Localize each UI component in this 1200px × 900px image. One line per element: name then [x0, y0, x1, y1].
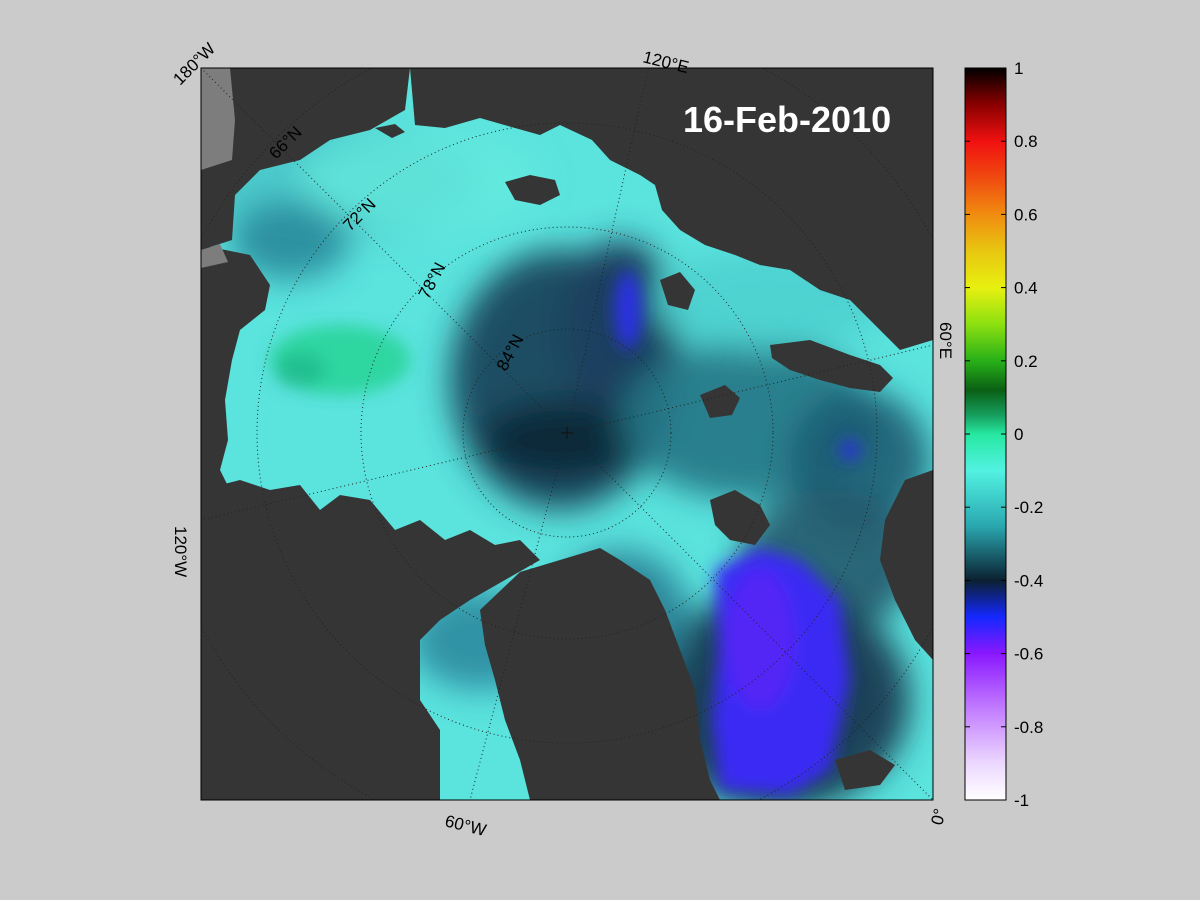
colorbar: 1 0.8 0.6 0.4 0.2 0 -0.2 -0.4 -0.6 -0.8 -1: [964, 59, 1043, 810]
positive-anomaly: [270, 325, 410, 395]
landmass-alaska: [201, 68, 410, 250]
graticule: [201, 68, 933, 800]
landmass-severnaya-zemlya: [660, 272, 695, 310]
pole-marker: [561, 427, 573, 439]
land: [201, 68, 933, 800]
landmass-svalbard: [710, 490, 770, 545]
colorbar-tick-label: 0: [1014, 425, 1023, 444]
landmass-siberia: [410, 68, 933, 350]
map-panel: 66°N 72°N 78°N 84°N 16-Feb-2010: [201, 68, 933, 800]
lon-label-60e: 60°E: [936, 322, 955, 359]
colorbar-tick-label: -0.8: [1014, 718, 1043, 737]
lon-label-0: 0°: [927, 807, 949, 827]
colorbar-tick-label: -0.4: [1014, 571, 1043, 590]
colorbar-tick-label: -0.2: [1014, 498, 1043, 517]
landmass-greenland: [480, 548, 720, 800]
landmass-novaya-zemlya: [770, 340, 893, 392]
colorbar-ticks: [965, 67, 1006, 801]
colorbar-tick-labels: 1 0.8 0.6 0.4 0.2 0 -0.2 -0.4 -0.6 -0.8 -1: [1014, 59, 1043, 810]
landmass-new-siberian-islands: [505, 175, 560, 205]
map-frame: [200, 67, 934, 801]
colorbar-tick-label: 0.6: [1014, 205, 1038, 224]
lon-label-120w: 120°W: [171, 526, 190, 577]
landmass-wrangel: [375, 124, 405, 138]
landmass-iceland: [835, 750, 895, 790]
landmass-franz-josef: [700, 385, 740, 418]
colorbar-tick-label: 1: [1014, 59, 1023, 78]
landmass-canadian-archipelago: [201, 480, 540, 800]
colorbar-tick-label: -0.6: [1014, 645, 1043, 664]
colorbar-tick-label: -1: [1014, 791, 1029, 810]
landmass-scandinavia: [880, 470, 933, 660]
colorbar-tick-label: 0.2: [1014, 352, 1038, 371]
colorbar-ramp: [965, 68, 1006, 800]
colorbar-tick-label: 0.8: [1014, 132, 1038, 151]
lon-label-60w: 60°W: [443, 811, 488, 840]
date-title: 16-Feb-2010: [683, 99, 891, 140]
negative-anomaly: [614, 270, 860, 795]
landmass-canada-west: [201, 245, 270, 495]
colorbar-tick-label: 0.4: [1014, 279, 1038, 298]
